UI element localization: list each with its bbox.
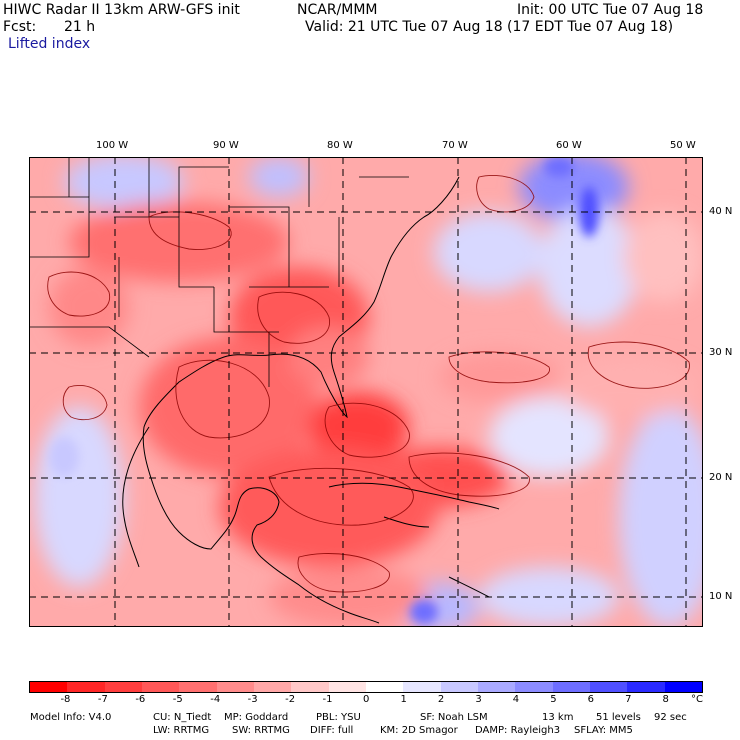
colorbar-unit: °C: [691, 694, 703, 705]
cu-scheme: CU: N_Tiedt: [153, 712, 212, 723]
lat-label: 10 N: [709, 591, 733, 602]
colorbar-tick-label: 0: [363, 694, 370, 705]
colorbar-swatch: [328, 682, 366, 692]
colorbar-swatch: [104, 682, 142, 692]
pbl-scheme: PBL: YSU: [316, 712, 361, 723]
colorbar-swatch: [291, 682, 329, 692]
colorbar-tick-label: -5: [172, 694, 183, 705]
km-scheme: KM: 2D Smagor: [380, 725, 458, 736]
colorbar-tick-label: 6: [587, 694, 595, 705]
lon-label: 100 W: [96, 140, 129, 151]
colorbar-tick-label: -6: [135, 694, 146, 705]
coastlines: [122, 176, 500, 624]
organization-label: NCAR/MMM: [297, 2, 378, 18]
colorbar-swatch: [477, 682, 516, 692]
colorbar-tick-label: -2: [285, 694, 296, 705]
colorbar-swatch: [141, 682, 180, 692]
diff-scheme: DIFF: full: [310, 725, 354, 736]
damp-scheme: DAMP: Rayleigh3: [475, 725, 561, 736]
colorbar-swatch: [253, 682, 292, 692]
colorbar-tick-label: 8: [662, 694, 669, 705]
sflay-scheme: SFLAY: MM5: [574, 725, 633, 736]
colorbar-tick-label: 4: [512, 694, 520, 705]
colorbar-tick-label: -3: [247, 694, 258, 705]
fcst-label: Fcst:: [3, 19, 37, 35]
colorbar-swatch: [589, 682, 628, 692]
fcst-value: 21 h: [64, 19, 96, 35]
resolution: 13 km: [542, 712, 574, 723]
colorbar-swatch: [67, 682, 105, 692]
lifted-index-map: [29, 157, 703, 627]
colorbar-tick-label: -1: [322, 694, 333, 705]
lifted-index-field: [34, 157, 703, 627]
lon-label: 90 W: [213, 140, 239, 151]
lon-label: 50 W: [670, 140, 696, 151]
colorbar: [29, 681, 703, 693]
lat-label: 20 N: [709, 472, 733, 483]
colorbar-swatch: [365, 682, 404, 692]
colorbar-swatch: [403, 682, 441, 692]
lon-label: 80 W: [327, 140, 353, 151]
mp-scheme: MP: Goddard: [224, 712, 289, 723]
lat-label: 40 N: [709, 206, 733, 217]
colorbar-swatch: [664, 682, 702, 692]
colorbar-swatch: [515, 682, 553, 692]
sf-scheme: SF: Noah LSM: [420, 712, 488, 723]
colorbar-swatch: [216, 682, 254, 692]
colorbar-swatch: [440, 682, 478, 692]
lon-label: 70 W: [442, 140, 468, 151]
field-name: Lifted index: [8, 36, 91, 52]
colorbar-swatch: [30, 682, 68, 692]
vertical-levels: 51 levels: [596, 712, 641, 723]
lon-label: 60 W: [556, 140, 582, 151]
colorbar-swatch: [179, 682, 217, 692]
colorbar-tick-label: 7: [625, 694, 632, 705]
colorbar-swatch: [552, 682, 590, 692]
colorbar-tick-label: -7: [97, 694, 108, 705]
map-canvas: [29, 157, 703, 627]
model-title: HIWC Radar II 13km ARW-GFS init: [3, 2, 240, 18]
colorbar-swatch: [627, 682, 665, 692]
political-borders: [29, 157, 409, 387]
colorbar-tick-label: -8: [60, 694, 71, 705]
model-info: Model Info: V4.0: [30, 712, 112, 723]
map-frame: [29, 157, 703, 627]
colorbar-tick-label: 2: [437, 694, 445, 705]
valid-time: Valid: 21 UTC Tue 07 Aug 18 (17 EDT Tue …: [305, 19, 674, 35]
colorbar-tick-label: 1: [400, 694, 407, 705]
init-time: Init: 00 UTC Tue 07 Aug 18: [517, 2, 704, 18]
colorbar-tick-label: -4: [210, 694, 221, 705]
lw-scheme: LW: RRTMG: [153, 725, 210, 736]
colorbar-tick-label: 5: [550, 694, 557, 705]
graticule: [29, 157, 703, 627]
stable-pockets: [49, 157, 599, 624]
contour-lines: [47, 174, 690, 593]
colorbar-tick-label: 3: [475, 694, 482, 705]
sw-scheme: SW: RRTMG: [232, 725, 290, 736]
lat-label: 30 N: [709, 347, 733, 358]
time-step: 92 sec: [654, 712, 687, 723]
